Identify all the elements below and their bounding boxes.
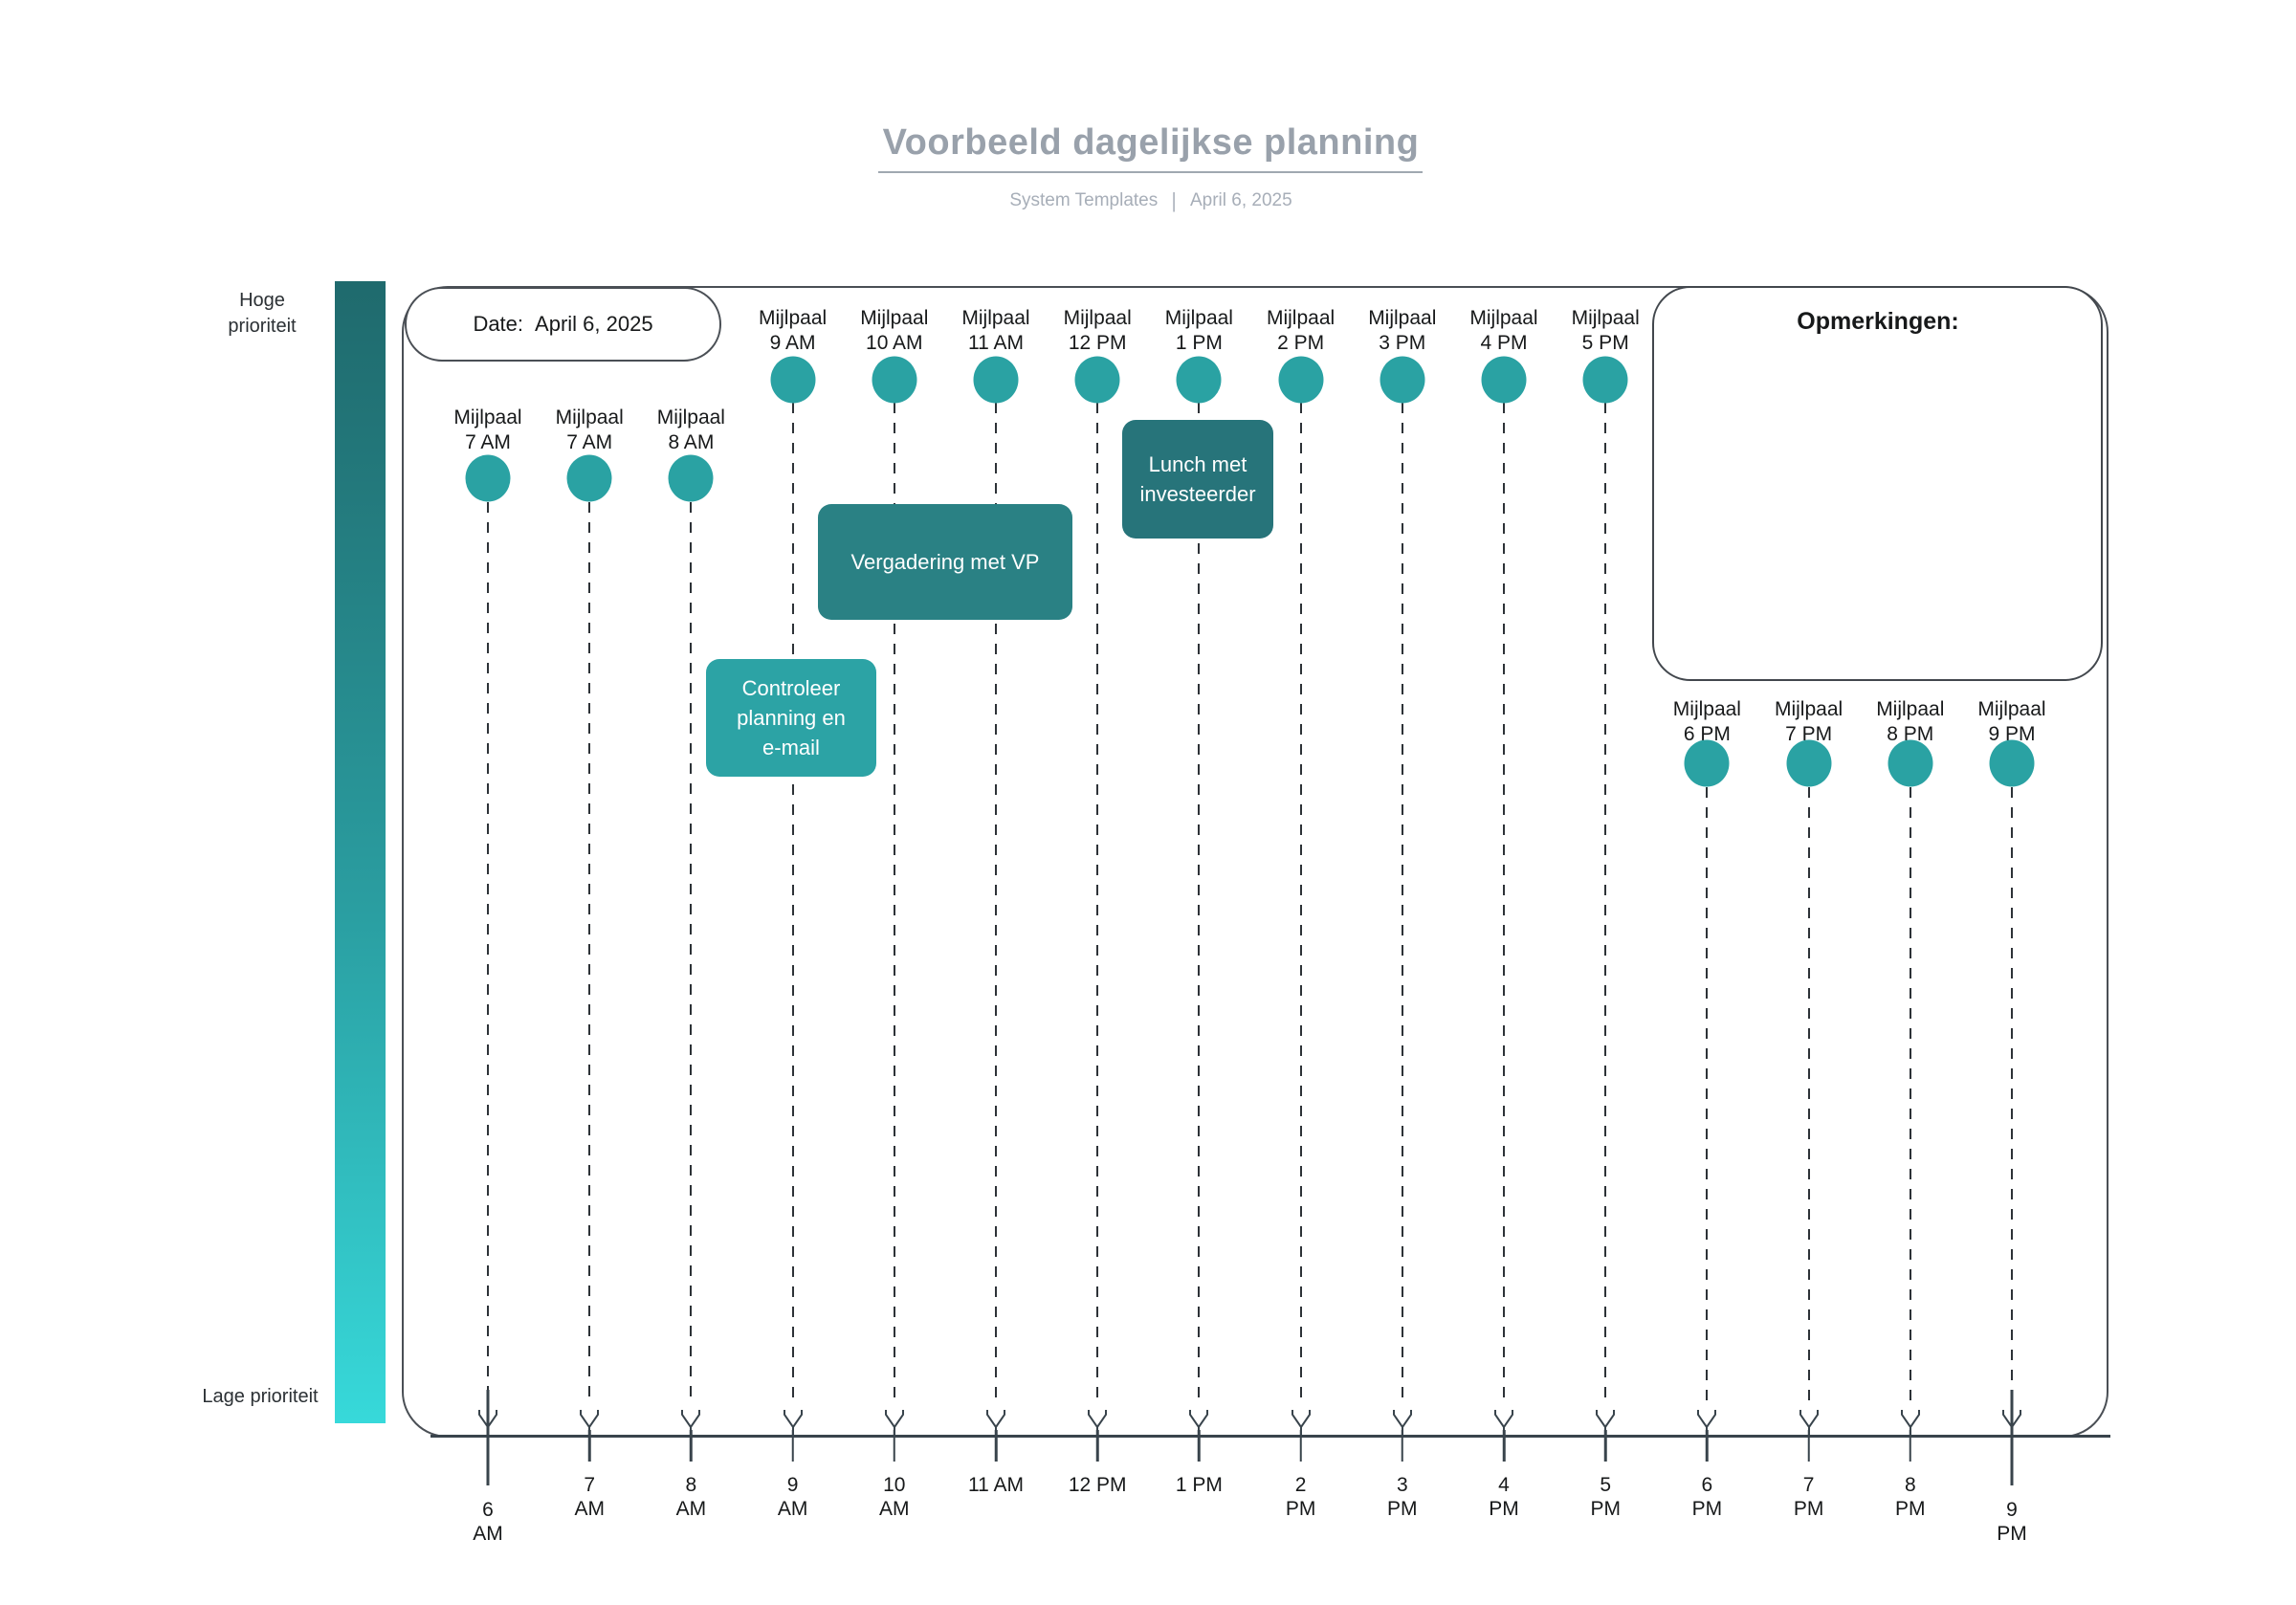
milestone-drop-line: [588, 502, 591, 1406]
milestone-drop-line: [995, 403, 997, 1406]
milestone-drop-line: [1604, 403, 1607, 1406]
hour-tick: [1807, 1430, 1810, 1462]
hour-label: 3 PM: [1387, 1474, 1418, 1520]
hour-label: 6 PM: [1691, 1474, 1723, 1520]
date-value: April 6, 2025: [535, 312, 653, 336]
high-priority-label: Hoge prioriteit: [228, 290, 297, 337]
hour-tick: [587, 1430, 591, 1462]
milestone-drop-line: [690, 502, 693, 1406]
milestone-label: Mijlpaal 5 PM: [1571, 307, 1640, 354]
header-date: April 6, 2025: [1189, 190, 1292, 210]
milestone-node[interactable]: [973, 356, 1019, 404]
milestone-node[interactable]: [1481, 356, 1527, 404]
milestone-label: Mijlpaal 7 PM: [1774, 698, 1843, 745]
milestone-node[interactable]: [1786, 739, 1832, 787]
hour-tick: [1502, 1430, 1506, 1462]
milestone-label: Mijlpaal 7 AM: [453, 407, 522, 453]
hour-label: 1 PM: [1175, 1474, 1223, 1496]
milestone-label: Mijlpaal 1 PM: [1164, 307, 1233, 354]
notes-title: Opmerkingen:: [1797, 308, 1959, 335]
milestone-node[interactable]: [465, 454, 511, 502]
milestone-node[interactable]: [566, 454, 612, 502]
task-box[interactable]: Controleer planning en e-mail: [706, 659, 876, 777]
hour-tick: [1706, 1430, 1709, 1462]
milestone-node[interactable]: [1582, 356, 1628, 404]
milestone-label: Mijlpaal 3 PM: [1368, 307, 1437, 354]
milestone-label: Mijlpaal 8 AM: [656, 407, 725, 453]
milestone-drop-line: [1198, 403, 1201, 1406]
hour-label: 12 PM: [1068, 1474, 1127, 1496]
date-label: Date:: [473, 312, 524, 336]
subtitle: System Templates | April 6, 2025: [1009, 188, 1292, 213]
milestone-node[interactable]: [1989, 739, 2035, 787]
byline: System Templates: [1009, 190, 1159, 210]
milestone-node[interactable]: [1684, 739, 1730, 787]
hour-tick: [1095, 1430, 1099, 1462]
hour-tick: [690, 1430, 693, 1462]
hour-label: 9 AM: [777, 1474, 808, 1520]
milestone-node[interactable]: [1278, 356, 1324, 404]
notes-area[interactable]: [1652, 286, 2103, 681]
hour-tick: [1198, 1430, 1201, 1462]
milestone-label: Mijlpaal 10 AM: [860, 307, 929, 354]
hour-tick: [1299, 1430, 1302, 1462]
title-underline: [878, 171, 1423, 173]
hour-label: 6 AM: [473, 1499, 503, 1545]
hour-label: 5 PM: [1590, 1474, 1621, 1520]
hour-tick: [1603, 1430, 1607, 1462]
task-box[interactable]: Vergadering met VP: [818, 504, 1072, 620]
hour-tick: [486, 1390, 490, 1485]
low-priority-label: Lage prioriteit: [202, 1386, 319, 1407]
milestone-node[interactable]: [872, 356, 917, 404]
milestone-label: Mijlpaal 2 PM: [1266, 307, 1336, 354]
page-title: Voorbeeld dagelijkse planning: [882, 122, 1420, 163]
milestone-label: Mijlpaal 12 PM: [1063, 307, 1132, 354]
hour-label: 7 PM: [1793, 1474, 1824, 1520]
task-box[interactable]: Lunch met investeerder: [1122, 420, 1273, 539]
hour-label: 10 AM: [879, 1474, 910, 1520]
milestone-drop-line: [1807, 787, 1810, 1406]
hour-tick: [1401, 1430, 1404, 1462]
milestone-node[interactable]: [1074, 356, 1120, 404]
milestone-drop-line: [1503, 403, 1505, 1406]
priority-gradient-bar: [335, 281, 386, 1423]
hour-tick: [994, 1430, 998, 1462]
hour-tick: [1909, 1430, 1912, 1462]
milestone-node[interactable]: [1888, 739, 1933, 787]
milestone-node[interactable]: [1380, 356, 1425, 404]
date-field[interactable]: Date: April 6, 2025: [405, 287, 721, 362]
hour-label: 8 AM: [675, 1474, 707, 1520]
hour-tick: [2010, 1390, 2014, 1485]
milestone-drop-line: [893, 403, 895, 1406]
milestone-drop-line: [1909, 787, 1911, 1406]
milestone-node[interactable]: [668, 454, 714, 502]
milestone-label: Mijlpaal 6 PM: [1672, 698, 1741, 745]
milestone-drop-line: [2011, 787, 2013, 1406]
milestone-label: Mijlpaal 4 PM: [1469, 307, 1538, 354]
timeline-axis: [430, 1435, 2110, 1438]
milestone-label: Mijlpaal 9 PM: [1977, 698, 2046, 745]
subtitle-separator: |: [1171, 188, 1177, 212]
milestone-label: Mijlpaal 9 AM: [758, 307, 828, 354]
milestone-label: Mijlpaal 11 AM: [961, 307, 1030, 354]
milestone-drop-line: [487, 502, 489, 1406]
hour-label: 9 PM: [1997, 1499, 2027, 1545]
hour-tick: [791, 1430, 794, 1462]
hour-tick: [893, 1430, 896, 1462]
milestone-drop-line: [1096, 403, 1099, 1406]
hour-label: 2 PM: [1285, 1474, 1316, 1520]
milestone-node[interactable]: [1176, 356, 1222, 404]
milestone-label: Mijlpaal 7 AM: [555, 407, 624, 453]
milestone-drop-line: [791, 403, 794, 1406]
milestone-drop-line: [1299, 403, 1302, 1406]
hour-label: 11 AM: [968, 1474, 1024, 1496]
milestone-drop-line: [1706, 787, 1709, 1406]
hour-label: 4 PM: [1489, 1474, 1519, 1520]
hour-label: 8 PM: [1895, 1474, 1926, 1520]
milestone-node[interactable]: [770, 356, 816, 404]
milestone-label: Mijlpaal 8 PM: [1876, 698, 1945, 745]
milestone-drop-line: [1401, 403, 1403, 1406]
hour-label: 7 AM: [574, 1474, 605, 1520]
